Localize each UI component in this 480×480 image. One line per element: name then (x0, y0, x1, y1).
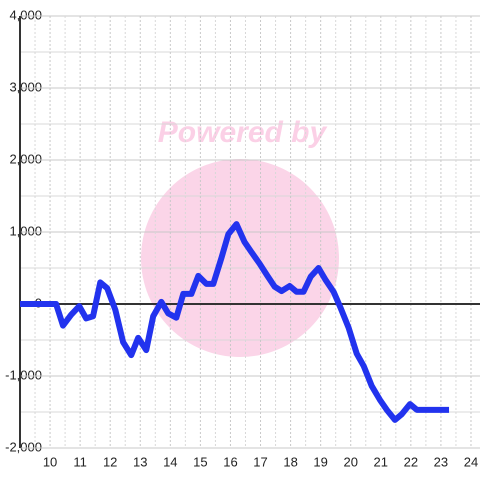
y-tick-label: 1,000 (9, 223, 42, 238)
y-tick-label: 3,000 (9, 79, 42, 94)
x-tick-label: 15 (193, 454, 207, 469)
y-tick-label: -2,000 (5, 439, 42, 454)
series-line (20, 221, 450, 423)
x-tick-label: 19 (313, 454, 327, 469)
watermark: Powered by (158, 116, 328, 149)
x-tick-label: 16 (223, 454, 237, 469)
x-tick-label: 23 (434, 454, 448, 469)
y-tick-label: -1,000 (5, 367, 42, 382)
y-tick-label: 2,000 (9, 151, 42, 166)
x-tick-label: 21 (374, 454, 388, 469)
x-tick-label: 24 (464, 454, 478, 469)
x-tick-label: 17 (253, 454, 267, 469)
x-tick-label: 13 (133, 454, 147, 469)
x-tick-label: 20 (343, 454, 357, 469)
y-tick-label: 4,000 (9, 7, 42, 22)
x-tick-label: 14 (163, 454, 177, 469)
x-tick-label: 12 (103, 454, 117, 469)
x-tick-label: 18 (283, 454, 297, 469)
watermark-logo (141, 159, 339, 357)
x-tick-label: 10 (43, 454, 57, 469)
x-tick-label: 22 (404, 454, 418, 469)
x-tick-label: 11 (73, 454, 87, 469)
